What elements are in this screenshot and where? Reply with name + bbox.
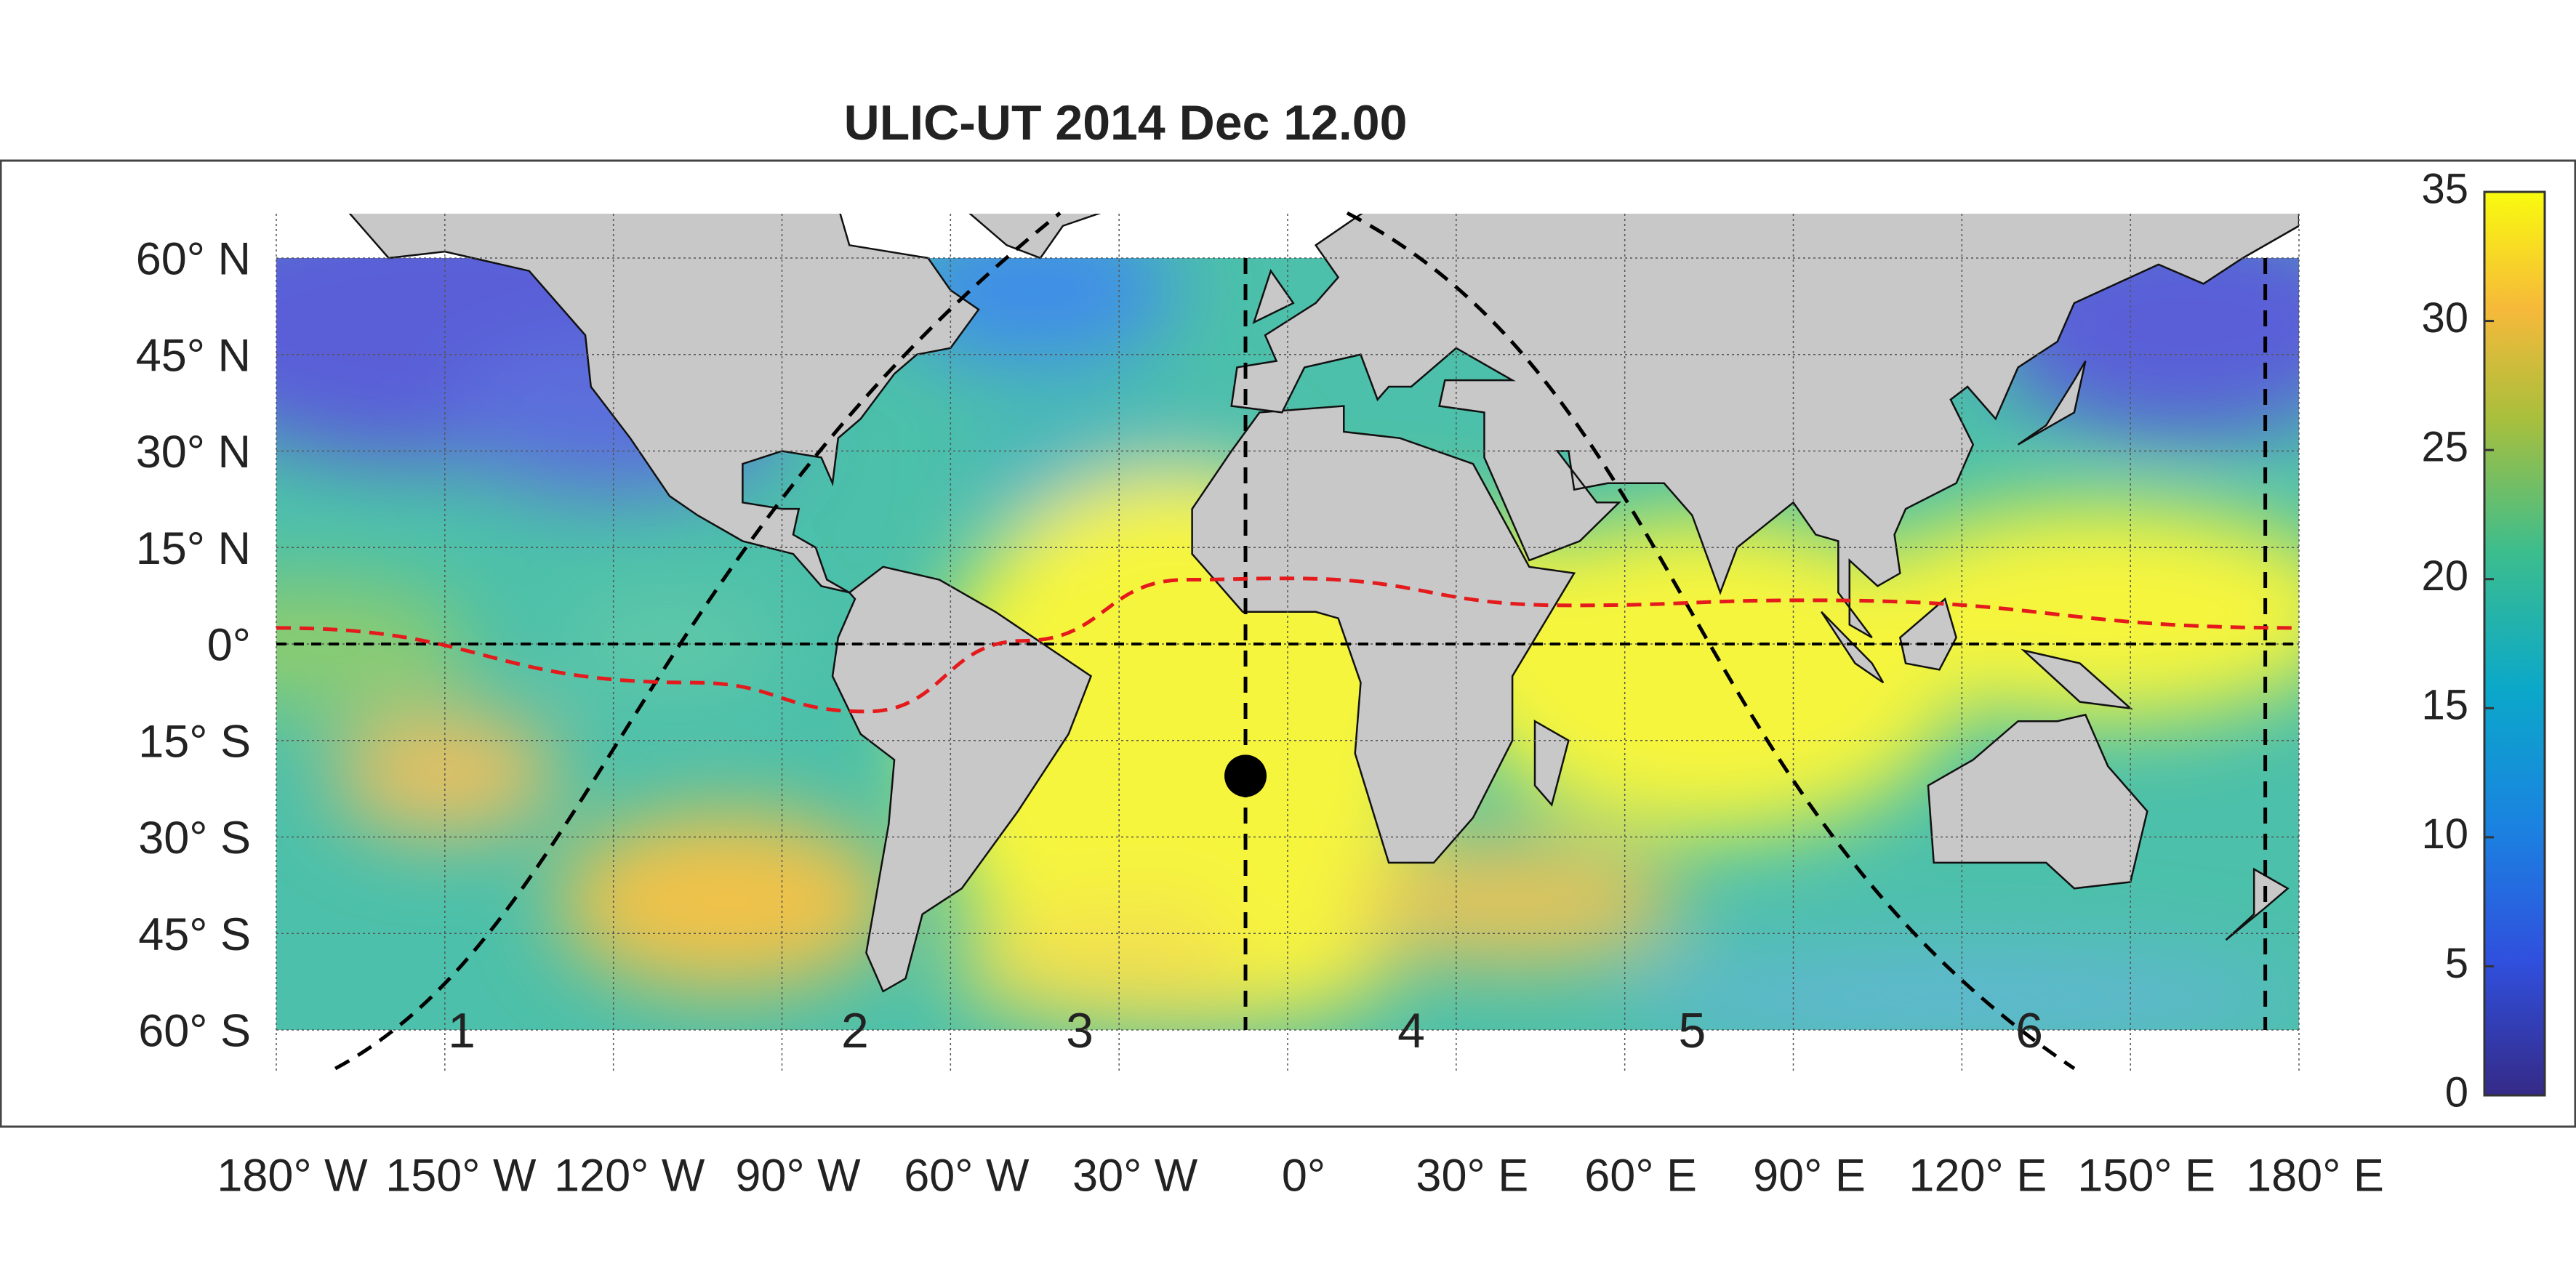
overlay	[276, 211, 2300, 1071]
latitude-label: 15° N	[136, 523, 251, 574]
longitude-label: 150° E	[2077, 1151, 2215, 1202]
ocean-blob	[1849, 502, 2299, 722]
boundary-curve	[334, 212, 1062, 1071]
landmass	[348, 214, 980, 594]
landmass	[1533, 720, 1570, 807]
landmass	[1898, 597, 1957, 671]
ocean-blob	[894, 258, 1176, 368]
figure-frame	[0, 159, 2576, 1128]
colorbar-tick-label: 10	[2421, 810, 2468, 858]
red-curve	[276, 576, 2300, 714]
latitude-label: 60° S	[138, 1006, 251, 1057]
colorbar	[2483, 190, 2546, 1097]
latitude-label: 30° N	[136, 427, 251, 478]
sub-point-marker	[1224, 754, 1267, 797]
zone-label: 3	[1066, 1003, 1094, 1058]
zone-label: 2	[841, 1003, 869, 1058]
zone-label: 5	[1678, 1003, 1706, 1058]
ocean-blob	[557, 811, 895, 991]
colorbar-tick-label: 15	[2421, 682, 2468, 729]
colorbar-tick-label: 20	[2421, 552, 2468, 600]
boundary-curve	[1346, 211, 2076, 1071]
colorbar-tick-label: 0	[2445, 1068, 2468, 1116]
longitude-label: 180° W	[217, 1151, 368, 1202]
longitude-label: 150° W	[385, 1151, 537, 1202]
latitude-label: 0°	[207, 620, 251, 671]
longitude-label: 60° E	[1584, 1151, 1697, 1202]
longitude-label: 120° E	[1909, 1151, 2047, 1202]
longitude-label: 90° W	[735, 1151, 861, 1202]
zone-label: 1	[448, 1003, 476, 1058]
longitude-label: 60° W	[904, 1151, 1030, 1202]
landmass	[1927, 713, 2148, 890]
map-title: ULIC-UT 2014 Dec 12.00	[844, 95, 1408, 150]
longitude-label: 90° E	[1753, 1151, 1866, 1202]
landmass	[1230, 214, 2299, 639]
landmass	[1252, 268, 1295, 324]
latitude-label: 60° N	[136, 234, 251, 285]
colorbar-tick-label: 5	[2445, 940, 2468, 987]
landmass	[2225, 867, 2290, 941]
latitude-label: 45° N	[136, 330, 251, 381]
colorbar-tick-label: 30	[2421, 294, 2468, 342]
ocean-blob	[1456, 515, 1962, 837]
longitude-label: 30° W	[1072, 1151, 1198, 1202]
longitude-label: 120° W	[554, 1151, 705, 1202]
colorbar-tick-label: 25	[2421, 423, 2468, 470]
latitude-label: 45° S	[138, 909, 251, 960]
landmass	[2017, 360, 2087, 446]
land	[348, 214, 2299, 993]
landmass	[831, 565, 1093, 993]
colorbar-tick-label: 35	[2421, 165, 2468, 212]
longitude-label: 0°	[1282, 1151, 1325, 1202]
zone-label: 6	[2015, 1003, 2043, 1058]
zone-label: 4	[1397, 1003, 1425, 1058]
latitude-label: 15° S	[138, 716, 251, 767]
longitude-label: 180° E	[2246, 1151, 2384, 1202]
landmass	[1821, 611, 1885, 684]
latitude-label: 30° S	[138, 813, 251, 864]
landmass	[968, 214, 1102, 259]
longitude-label: 30° E	[1416, 1151, 1528, 1202]
